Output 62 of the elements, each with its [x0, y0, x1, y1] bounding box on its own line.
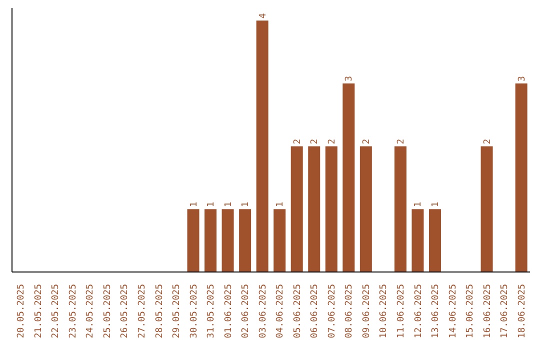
x-tick-label: 01.06.2025 — [224, 284, 234, 338]
data-label: 1 — [241, 202, 252, 208]
data-label: 1 — [189, 202, 200, 208]
data-label: 1 — [224, 202, 234, 208]
x-tick-label: 25.05.2025 — [102, 284, 113, 338]
x-tick-label: 17.06.2025 — [500, 284, 510, 338]
data-label: 2 — [396, 138, 406, 144]
data-label: 2 — [327, 138, 338, 144]
data-label: 2 — [292, 138, 303, 144]
bar — [222, 209, 234, 272]
bar — [412, 209, 424, 272]
data-label: 3 — [344, 76, 355, 82]
x-tick-label: 24.05.2025 — [86, 284, 96, 338]
bar — [515, 83, 528, 272]
x-tick-label: 16.06.2025 — [482, 284, 493, 338]
data-label: 2 — [362, 138, 372, 144]
x-tick-label: 28.05.2025 — [154, 284, 165, 338]
data-label: 1 — [414, 202, 424, 208]
x-tick-label: 31.05.2025 — [206, 284, 217, 338]
x-tick-label: 20.05.2025 — [16, 284, 27, 338]
x-tick-label: 09.06.2025 — [362, 284, 372, 338]
data-label: 4 — [258, 13, 268, 19]
x-tick-label: 22.05.2025 — [51, 284, 62, 338]
bar — [308, 146, 320, 272]
bar — [480, 146, 493, 272]
bar — [428, 209, 441, 272]
x-tick-label: 07.06.2025 — [327, 284, 338, 338]
x-tick-label: 23.05.2025 — [68, 284, 78, 338]
x-tick-label: 04.06.2025 — [276, 284, 286, 338]
x-tick-label: 18.06.2025 — [517, 284, 528, 338]
x-tick-label: 13.06.2025 — [431, 284, 442, 338]
data-label: 2 — [310, 138, 320, 144]
x-tick-label: 08.06.2025 — [344, 284, 355, 338]
bar — [204, 209, 217, 272]
data-label: 3 — [517, 76, 528, 82]
x-tick-label: 26.05.2025 — [120, 284, 130, 338]
x-tick-label: 02.06.2025 — [241, 284, 252, 338]
bar — [342, 83, 355, 272]
x-tick-label: 29.05.2025 — [172, 284, 182, 338]
x-tick-label: 03.06.2025 — [258, 284, 268, 338]
x-tick-label: 30.05.2025 — [189, 284, 200, 338]
x-tick-label: 11.06.2025 — [396, 284, 406, 338]
bar — [325, 146, 338, 272]
x-tick-label: 27.05.2025 — [138, 284, 148, 338]
bar — [256, 20, 268, 272]
x-tick-label: 12.06.2025 — [414, 284, 424, 338]
bar — [239, 209, 252, 272]
x-tick-label: 10.06.2025 — [379, 284, 390, 338]
x-tick-label: 15.06.2025 — [466, 284, 476, 338]
bar — [274, 209, 286, 272]
bar — [187, 209, 200, 272]
bar — [394, 146, 406, 272]
bar — [290, 146, 303, 272]
x-tick-label: 05.06.2025 — [292, 284, 303, 338]
bar — [360, 146, 372, 272]
data-label: 1 — [276, 202, 286, 208]
x-tick-label: 06.06.2025 — [310, 284, 320, 338]
x-tick-label: 21.05.2025 — [34, 284, 44, 338]
data-label: 1 — [206, 202, 217, 208]
data-label: 1 — [430, 202, 441, 208]
data-label: 2 — [482, 138, 493, 144]
x-tick-label: 14.06.2025 — [448, 284, 458, 338]
